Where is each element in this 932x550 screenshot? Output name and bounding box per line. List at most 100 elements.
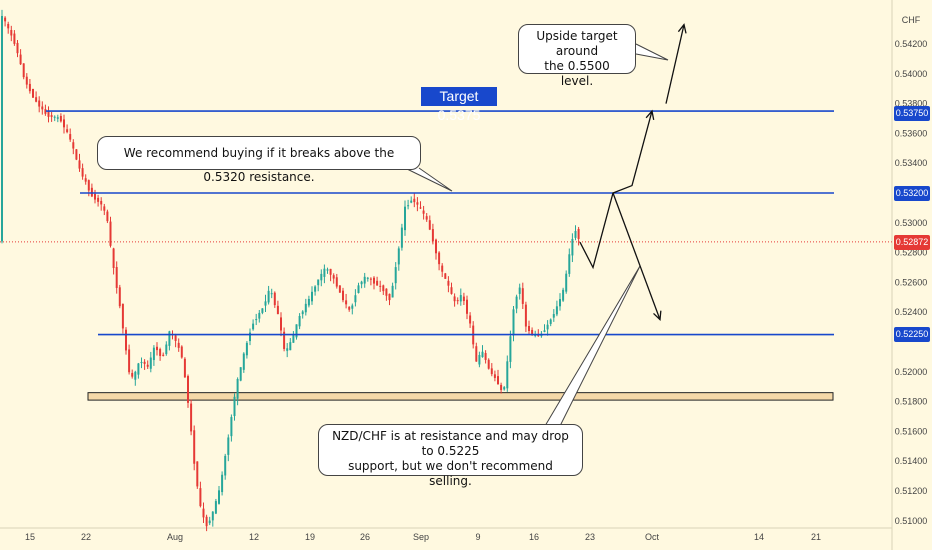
candle-body [314,286,317,292]
candle-body [236,379,239,399]
upside-note-line1: Upside target around [536,29,618,58]
x-tick-label: Oct [645,532,660,542]
y-tick-label: 0.54200 [895,39,928,49]
candle-body [106,211,109,222]
candle-body [509,336,512,362]
candle-body [146,364,149,367]
candle-body [199,488,202,507]
candle-body [196,461,199,487]
candle-body [497,376,499,385]
candle-body [218,490,220,504]
candle-body [63,119,65,128]
candle-body [286,348,289,351]
upside-note-pointer [635,43,669,61]
candle-body [419,207,422,209]
candle-body [342,290,344,301]
candle-body [227,437,230,455]
candle-body [311,291,313,302]
candle-body [81,168,84,177]
candle-body [128,349,131,373]
downside-path [612,192,661,320]
candle-body [484,353,487,360]
candle-body [156,346,158,351]
candle-body [410,200,413,203]
candle-body [329,268,332,275]
candle-body [335,277,338,287]
candle-body [478,354,481,365]
candle-body [385,288,388,296]
x-tick-label: 16 [529,532,539,542]
candle-body [100,200,103,205]
candle-body [276,305,279,315]
x-tick-label: Sep [413,532,429,542]
candle-body [307,298,310,306]
candle-body [177,342,180,348]
candle-body [323,268,326,277]
sell-note-line1: NZD/CHF is at resistance and may drop to… [332,429,569,458]
support-zone [87,392,834,401]
candle-body [577,228,580,239]
candle-body [261,308,264,313]
candle-body [208,520,211,524]
x-tick-label: 15 [25,532,35,542]
candle-body [531,329,534,336]
candle-body [50,115,53,117]
candle-body [515,296,518,309]
y-tick-label: 0.53800 [895,99,928,109]
candle-body [320,273,323,281]
candle-body [202,508,205,518]
y-tick-label: 0.52800 [895,248,928,258]
candle-body [503,387,506,390]
candle-body [363,276,366,284]
candle-body [397,248,400,265]
candle-body [555,306,558,315]
y-tick-label: 0.51400 [895,456,928,466]
candle-body [280,317,282,331]
candle-body [493,374,496,378]
candle-body [447,280,450,286]
candle-body [528,325,530,332]
candle-body [47,111,50,117]
candle-body [506,361,509,389]
candle-body [159,349,162,356]
x-tick-label: 19 [305,532,315,542]
candle-body [230,417,233,437]
candle-body [571,238,574,256]
x-tick-label: 14 [754,532,764,542]
candle-body [559,299,561,307]
candle-body [366,277,369,279]
candle-body [59,115,62,122]
candle-body [431,229,434,242]
current-price-badge: 0.52872 [894,235,930,250]
candle-body [252,323,255,330]
candle-body [450,287,453,294]
candle-body [214,501,217,514]
candle-body [75,149,78,160]
candle-body [7,23,10,29]
candle-body [165,344,168,355]
candle-body [245,342,248,356]
candle-body [56,117,59,119]
upside-extension-arrowhead [677,23,687,34]
candle-body [19,54,22,65]
candle-body [90,187,93,197]
candle-body [211,511,214,521]
candle-body [348,306,351,310]
y-tick-label: 0.52600 [895,277,928,287]
candle-body [382,285,385,292]
candle-body [459,295,462,302]
candle-body [425,216,428,220]
candle-body [462,296,465,302]
upside-note: Upside target around the 0.5500 level. [518,24,636,88]
candle-body [131,372,134,377]
upside-path-arrowhead [645,109,655,121]
candle-body [78,160,81,169]
resistance-price-badge: 0.53200 [894,186,930,201]
candle-body [103,206,106,211]
candle-body [552,314,555,318]
candle-body [407,205,410,207]
candle-body [369,278,372,280]
candle-body [149,357,152,369]
candle-body [562,289,565,301]
x-tick-label: 23 [585,532,595,542]
